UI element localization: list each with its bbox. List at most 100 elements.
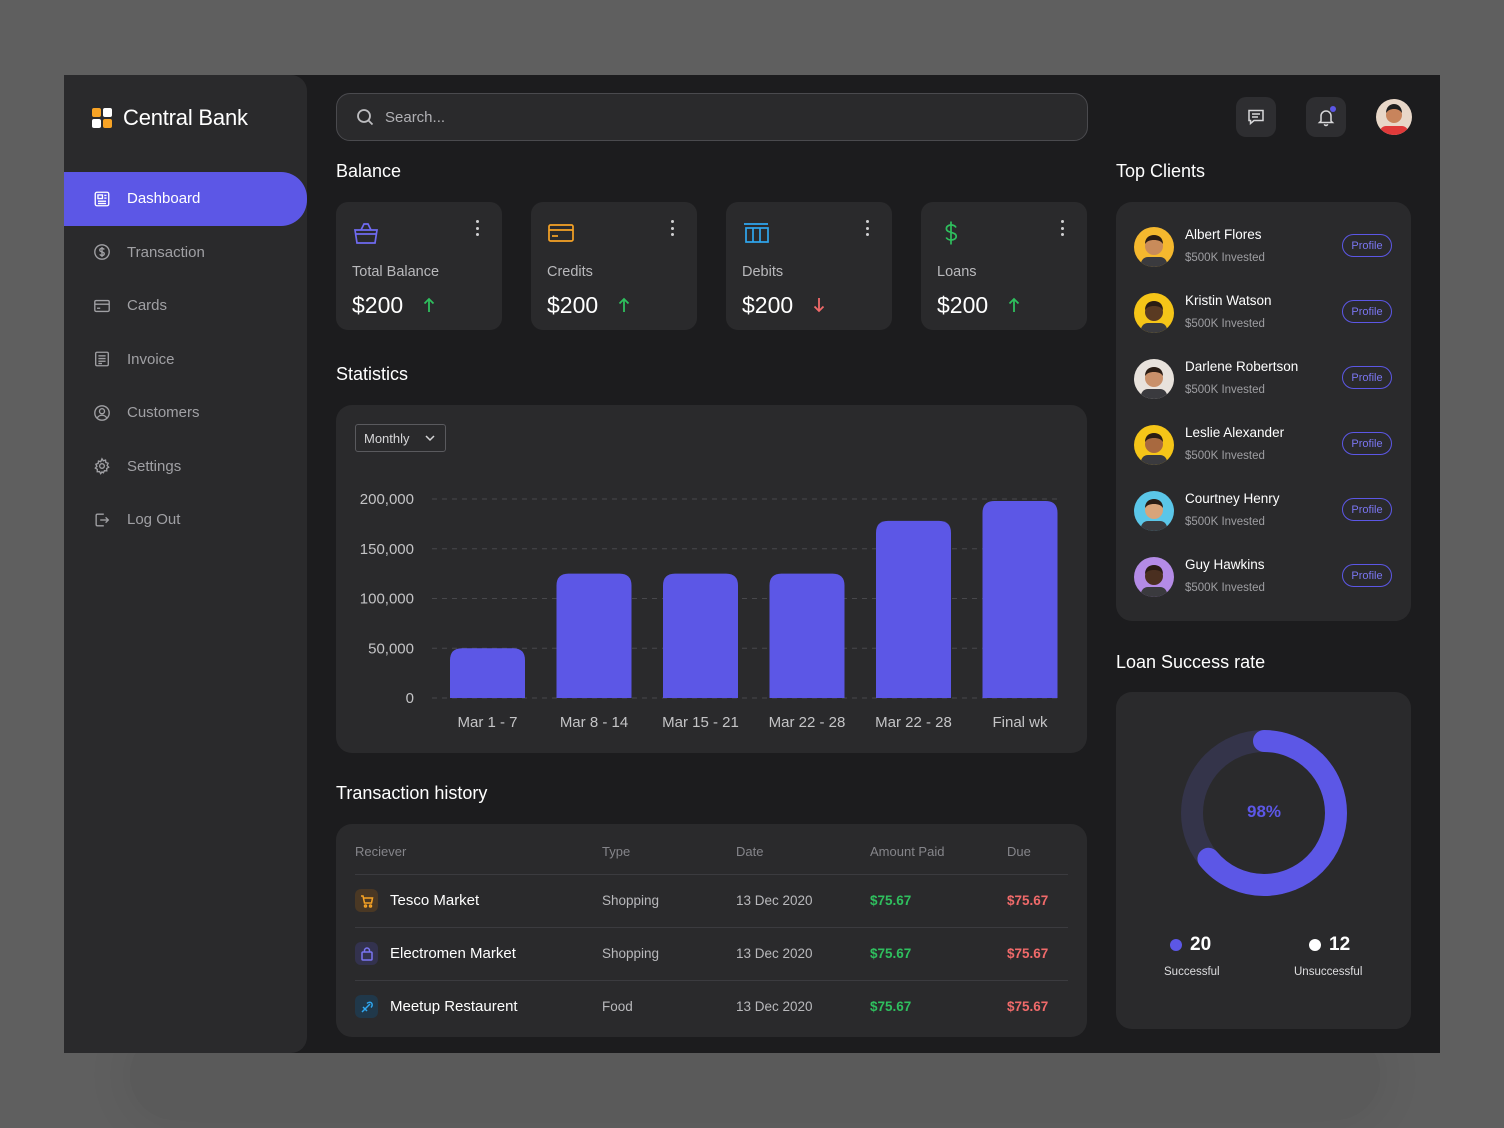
y-tick-label: 50,000 bbox=[368, 640, 414, 657]
client-item[interactable]: Darlene Robertson $500K Invested Profile bbox=[1134, 359, 1394, 409]
card-label: Loans bbox=[937, 264, 977, 280]
card-value: $200 bbox=[742, 292, 794, 318]
due-cell: $75.67 bbox=[1007, 946, 1049, 961]
statistics-title: Statistics bbox=[336, 364, 409, 384]
profile-button[interactable]: Profile bbox=[1342, 432, 1392, 455]
sidebar-item-cards[interactable]: Cards bbox=[64, 279, 307, 333]
table-row[interactable]: Tesco Market Shopping 13 Dec 2020 $75.67… bbox=[355, 874, 1068, 928]
client-item[interactable]: Albert Flores $500K Invested Profile bbox=[1134, 227, 1394, 277]
type-cell: Shopping bbox=[602, 946, 660, 961]
successful-label: Successful bbox=[1164, 966, 1220, 978]
table-row[interactable]: Electromen Market Shopping 13 Dec 2020 $… bbox=[355, 927, 1068, 981]
search-bar[interactable] bbox=[336, 93, 1088, 141]
amount-paid-cell: $75.67 bbox=[870, 999, 912, 1014]
amount-paid-cell: $75.67 bbox=[870, 946, 912, 961]
cart-icon bbox=[355, 889, 378, 912]
period-dropdown[interactable]: Monthly bbox=[355, 424, 446, 452]
chart-bar[interactable] bbox=[769, 573, 845, 698]
chart-bar[interactable] bbox=[876, 520, 951, 698]
client-item[interactable]: Kristin Watson $500K Invested Profile bbox=[1134, 293, 1394, 343]
sidebar-item-invoice[interactable]: Invoice bbox=[64, 333, 307, 387]
top-clients-panel: Albert Flores $500K Invested Profile Kristi… bbox=[1116, 202, 1411, 621]
balance-card-credits[interactable]: Credits $200 bbox=[531, 202, 697, 330]
balance-card-debits[interactable]: Debits $200 bbox=[726, 202, 892, 330]
more-menu-icon[interactable] bbox=[866, 220, 870, 236]
x-tick-label: Mar 22 - 28 bbox=[875, 714, 952, 731]
basket-icon bbox=[352, 220, 380, 246]
sidebar-item-label: Transaction bbox=[127, 243, 205, 261]
more-menu-icon[interactable] bbox=[671, 220, 675, 236]
more-menu-icon[interactable] bbox=[476, 220, 480, 236]
more-menu-icon[interactable] bbox=[1061, 220, 1065, 236]
sidebar-item-transaction[interactable]: Transaction bbox=[64, 226, 307, 280]
type-cell: Shopping bbox=[602, 893, 660, 908]
search-icon bbox=[357, 109, 374, 126]
receiver-name: Tesco Market bbox=[390, 892, 480, 909]
client-invested: $500K Invested bbox=[1185, 318, 1265, 330]
column-header-amount-paid: Amount Paid bbox=[870, 844, 945, 859]
notification-dot bbox=[1330, 106, 1336, 112]
top-clients-title: Top Clients bbox=[1116, 161, 1206, 181]
client-item[interactable]: Guy Hawkins $500K Invested Profile bbox=[1134, 557, 1394, 607]
client-avatar bbox=[1134, 293, 1174, 333]
column-header-due: Due bbox=[1007, 844, 1031, 859]
client-item[interactable]: Courtney Henry $500K Invested Profile bbox=[1134, 491, 1394, 541]
balance-card-total[interactable]: Total Balance $200 bbox=[336, 202, 502, 330]
user-avatar[interactable] bbox=[1376, 99, 1412, 135]
chart-bar[interactable] bbox=[982, 500, 1058, 698]
type-cell: Food bbox=[602, 999, 633, 1014]
client-avatar bbox=[1134, 425, 1174, 465]
x-tick-label: Mar 15 - 21 bbox=[662, 714, 739, 731]
dollar-icon bbox=[937, 220, 965, 246]
brand-logo[interactable]: Central Bank bbox=[92, 105, 248, 131]
date-cell: 13 Dec 2020 bbox=[736, 999, 813, 1014]
sidebar-item-dashboard[interactable]: Dashboard bbox=[64, 172, 307, 226]
trend-up-icon bbox=[1007, 297, 1021, 313]
column-header-type: Type bbox=[602, 844, 631, 859]
invoice-icon bbox=[92, 349, 112, 369]
sidebar-item-customers[interactable]: Customers bbox=[64, 386, 307, 440]
client-avatar bbox=[1134, 557, 1174, 597]
profile-button[interactable]: Profile bbox=[1342, 498, 1392, 521]
sidebar-item-logout[interactable]: Log Out bbox=[64, 493, 307, 547]
chart-bar[interactable] bbox=[556, 573, 632, 698]
notifications-button[interactable] bbox=[1306, 97, 1346, 137]
trend-up-icon bbox=[617, 297, 631, 313]
date-cell: 13 Dec 2020 bbox=[736, 893, 813, 908]
table-row[interactable]: Meetup Restaurent Food 13 Dec 2020 $75.6… bbox=[355, 980, 1068, 1034]
period-value: Monthly bbox=[364, 430, 410, 446]
client-name: Darlene Robertson bbox=[1185, 359, 1299, 374]
amount-paid-cell: $75.67 bbox=[870, 893, 912, 908]
statistics-panel: 200,000 150,000 100,000 50,000 0 Mar 1 - 7 Mar… bbox=[336, 405, 1087, 753]
messages-button[interactable] bbox=[1236, 97, 1276, 137]
sidebar-nav: Dashboard Transaction Cards Invoice bbox=[64, 172, 307, 547]
successful-count: 20 bbox=[1190, 934, 1212, 955]
x-tick-label: Mar 22 - 28 bbox=[769, 714, 846, 731]
unsuccessful-label: Unsuccessful bbox=[1294, 966, 1363, 978]
search-input[interactable] bbox=[385, 108, 985, 126]
y-tick-label: 200,000 bbox=[360, 491, 414, 508]
chat-icon bbox=[1248, 109, 1264, 126]
x-tick-label: Mar 8 - 14 bbox=[560, 714, 628, 731]
app-window: Central Bank Dashboard Transaction Cards bbox=[64, 75, 1440, 1053]
chart-bar[interactable] bbox=[450, 648, 525, 698]
profile-button[interactable]: Profile bbox=[1342, 300, 1392, 323]
y-tick-label: 100,000 bbox=[360, 591, 414, 608]
card-value: $200 bbox=[547, 292, 599, 318]
chart-bar[interactable] bbox=[663, 573, 738, 698]
client-invested: $500K Invested bbox=[1185, 384, 1265, 396]
client-item[interactable]: Leslie Alexander $500K Invested Profile bbox=[1134, 425, 1394, 475]
card-label: Debits bbox=[742, 264, 784, 280]
sidebar: Central Bank Dashboard Transaction Cards bbox=[64, 75, 307, 1053]
column-header-date: Date bbox=[736, 844, 764, 859]
profile-button[interactable]: Profile bbox=[1342, 234, 1392, 257]
x-tick-label: Mar 1 - 7 bbox=[457, 714, 517, 731]
gear-icon bbox=[92, 456, 112, 476]
profile-button[interactable]: Profile bbox=[1342, 564, 1392, 587]
sidebar-item-label: Customers bbox=[127, 404, 200, 422]
sidebar-item-settings[interactable]: Settings bbox=[64, 440, 307, 494]
profile-button[interactable]: Profile bbox=[1342, 366, 1392, 389]
client-avatar bbox=[1134, 227, 1174, 267]
balance-card-loans[interactable]: Loans $200 bbox=[921, 202, 1087, 330]
brand-name: Central Bank bbox=[123, 105, 248, 130]
